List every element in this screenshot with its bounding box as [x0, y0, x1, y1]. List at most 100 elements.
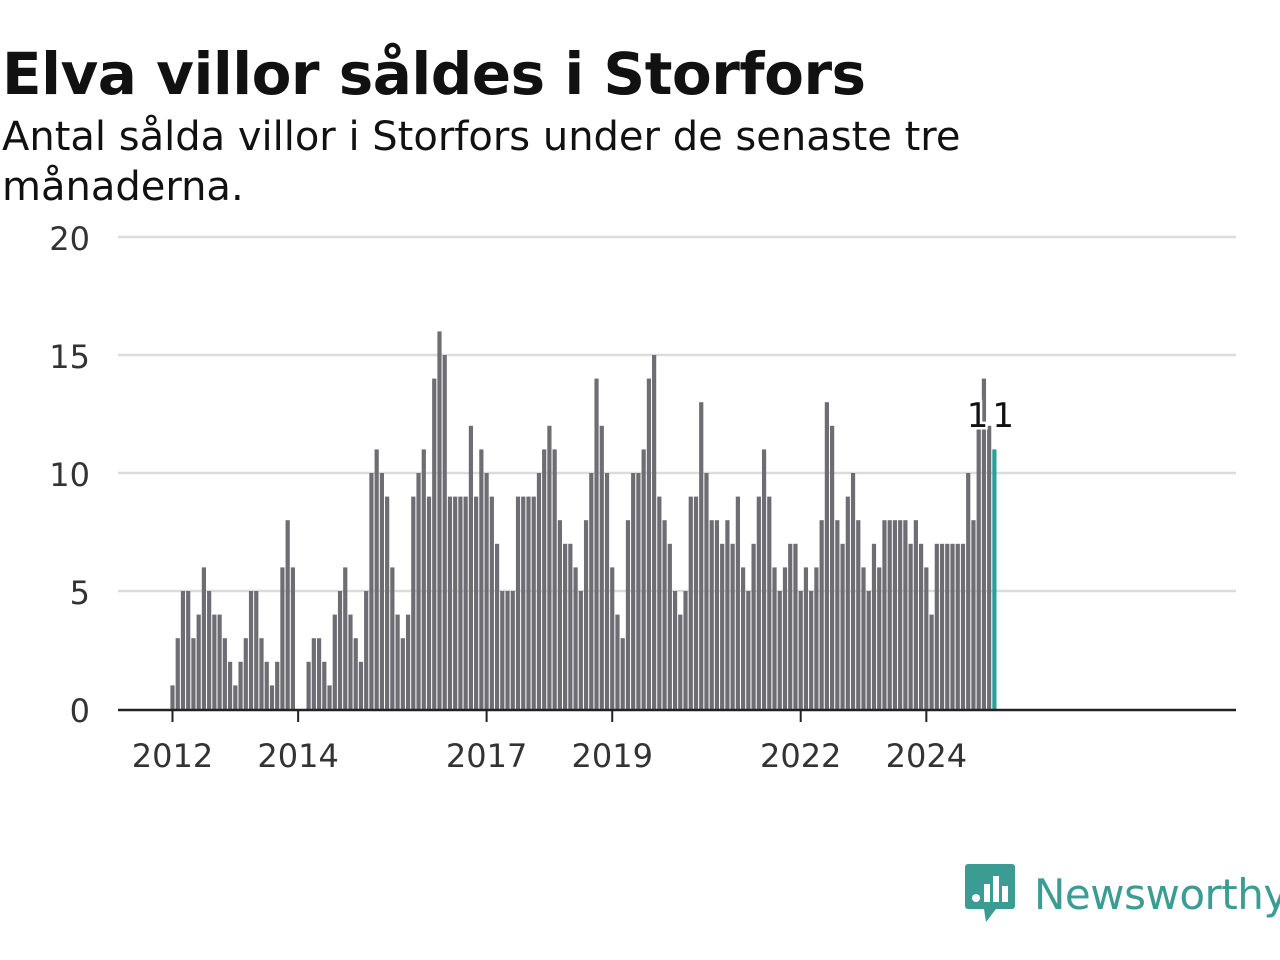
- chart-subtitle: Antal sålda villor i Storfors under de s…: [2, 114, 961, 210]
- bar: [227, 661, 233, 709]
- bar: [280, 567, 285, 709]
- bar: [845, 496, 850, 709]
- bar: [714, 520, 720, 709]
- bar: [767, 496, 772, 709]
- bar: [877, 567, 882, 709]
- bar: [463, 496, 468, 709]
- bar: [275, 661, 280, 709]
- bar: [526, 496, 531, 709]
- bar: [610, 567, 615, 709]
- bar: [625, 520, 631, 709]
- bar: [437, 331, 442, 709]
- bar: [652, 355, 657, 709]
- bar: [830, 425, 835, 709]
- bar: [186, 591, 191, 709]
- bar: [254, 591, 259, 709]
- bar: [542, 449, 547, 709]
- bar: [720, 543, 725, 709]
- bar-latest: [992, 449, 997, 709]
- bar: [746, 591, 751, 709]
- bar: [515, 496, 521, 709]
- bar: [432, 378, 437, 709]
- bar: [222, 638, 227, 709]
- bar: [662, 520, 667, 709]
- bar: [379, 473, 384, 709]
- bar: [871, 543, 877, 709]
- bar: [500, 591, 505, 709]
- bar: [814, 567, 819, 709]
- bar: [960, 543, 966, 709]
- bar: [369, 473, 374, 709]
- bar: [866, 591, 871, 709]
- bar: [950, 543, 955, 709]
- bar: [332, 614, 337, 709]
- bar: [557, 520, 562, 709]
- bar: [578, 591, 583, 709]
- bar: [903, 520, 908, 709]
- bar: [385, 496, 390, 709]
- bar: [976, 425, 981, 709]
- x-axis: 2012 2014 2017 2019 2022 2024: [118, 708, 1236, 775]
- bar: [971, 520, 976, 709]
- y-tick-label: 15: [49, 338, 90, 376]
- bar: [955, 543, 960, 709]
- bar: [919, 543, 924, 709]
- bar: [699, 402, 704, 709]
- bar: [861, 567, 866, 709]
- bar: [196, 614, 201, 709]
- bar: [908, 543, 913, 709]
- bar: [793, 543, 798, 709]
- bar: [505, 591, 510, 709]
- bar: [981, 378, 987, 709]
- bar: [390, 567, 395, 709]
- bar: [725, 520, 730, 709]
- bar: [453, 496, 458, 709]
- bar: [594, 378, 599, 709]
- bar: [913, 520, 918, 709]
- bar: [898, 520, 903, 709]
- bar: [521, 496, 526, 709]
- bar: [672, 591, 678, 709]
- bar: [311, 638, 316, 709]
- bar: [704, 473, 709, 709]
- bar: [327, 685, 332, 709]
- bar: [563, 543, 568, 709]
- bar: [531, 496, 536, 709]
- bar: [395, 614, 400, 709]
- bar: [945, 543, 950, 709]
- bar: [678, 614, 683, 709]
- bar: [442, 355, 447, 709]
- bar: [756, 496, 761, 709]
- bar: [987, 425, 992, 709]
- bar: [615, 614, 620, 709]
- bar: [207, 591, 212, 709]
- bar: [604, 473, 610, 709]
- chart-title: Elva villor såldes i Storfors: [2, 40, 866, 108]
- bar: [688, 496, 693, 709]
- bar: [233, 685, 238, 709]
- bar: [939, 543, 945, 709]
- bar: [809, 591, 814, 709]
- bar: [599, 425, 604, 709]
- latest-value-label: 11: [967, 396, 1018, 436]
- bar: [782, 567, 788, 709]
- bar: [589, 473, 594, 709]
- bar: [364, 591, 369, 709]
- bar: [573, 567, 578, 709]
- bar: [259, 638, 264, 709]
- bar: [631, 473, 636, 709]
- bar: [474, 496, 479, 709]
- bar: [348, 614, 353, 709]
- newsworthy-logo-icon: [965, 864, 1015, 922]
- bar: [489, 496, 494, 709]
- bar: [777, 591, 782, 709]
- bar: [709, 520, 714, 709]
- bar: [693, 496, 699, 709]
- bar: [374, 449, 379, 709]
- bar: [405, 614, 411, 709]
- bar: [191, 638, 196, 709]
- x-tick-label: 2019: [572, 737, 653, 775]
- bar: [343, 567, 348, 709]
- annotations: 11: [964, 394, 1018, 439]
- y-tick-label: 0: [70, 692, 90, 730]
